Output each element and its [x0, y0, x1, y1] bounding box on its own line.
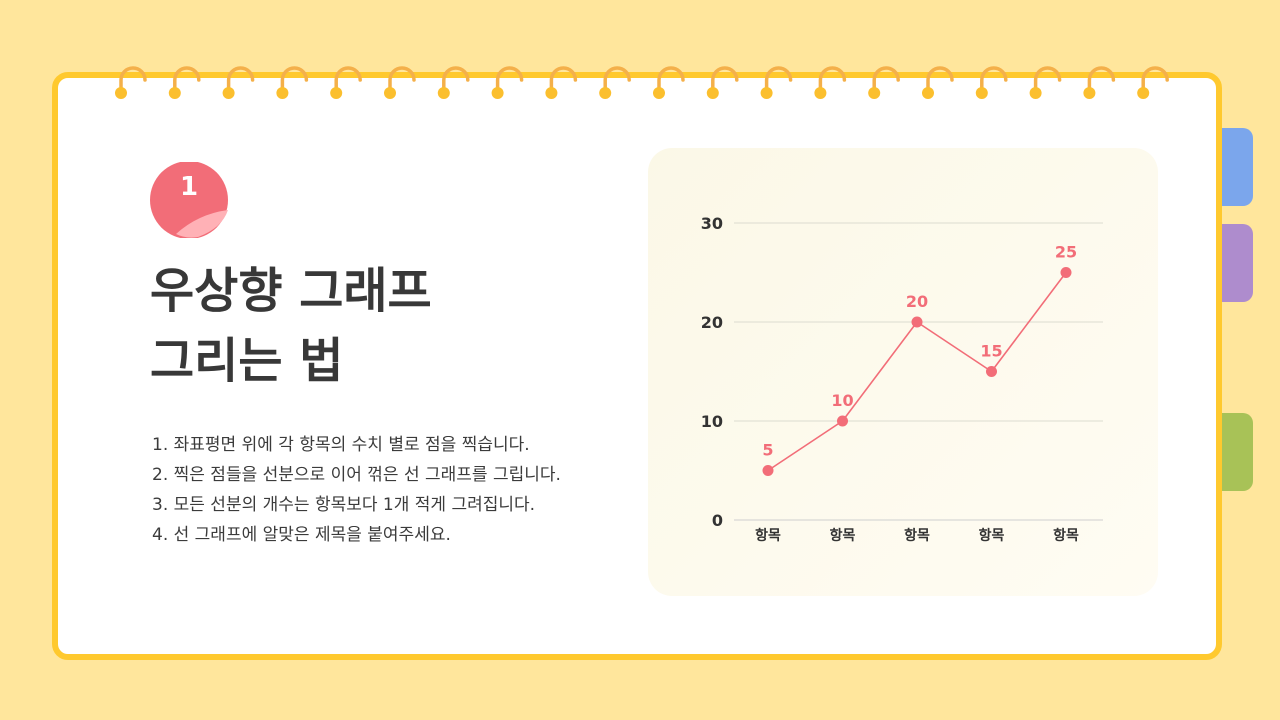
- data-point: [986, 366, 997, 377]
- series-segment: [990, 272, 1067, 372]
- data-label: 20: [906, 292, 928, 311]
- series-segment: [767, 420, 843, 472]
- tab-purple[interactable]: [1222, 224, 1253, 302]
- x-tick-label: 항목: [830, 527, 856, 544]
- line-chart: 0 10 20 30 5 항목 10 항목 20 항목 15 항목 25 항목: [701, 214, 1103, 544]
- page-title: 우상향 그래프 그리는 법: [150, 256, 432, 396]
- badge-sticker-icon: [150, 161, 228, 239]
- data-point: [837, 415, 848, 427]
- x-tick-label: 항목: [979, 527, 1005, 544]
- instruction-step-1: 1. 좌표평면 위에 각 항목의 수치 별로 점을 찍습니다.: [152, 435, 530, 455]
- step-number-badge: 1: [150, 161, 230, 239]
- x-tick-label: 항목: [904, 527, 930, 544]
- series-segment: [916, 321, 992, 373]
- y-tick-label: 10: [701, 412, 723, 431]
- tab-green[interactable]: [1222, 413, 1253, 491]
- title-line-1: 우상향 그래프: [150, 263, 432, 319]
- x-tick-label: 항목: [1053, 527, 1079, 544]
- data-point: [1060, 267, 1072, 278]
- y-tick-label: 30: [701, 214, 723, 233]
- data-label: 5: [762, 441, 773, 460]
- instruction-step-3: 3. 모든 선분의 개수는 항목보다 1개 적게 그려집니다.: [152, 495, 536, 515]
- instruction-step-4: 4. 선 그래프에 알맞은 제목을 붙여주세요.: [152, 525, 451, 545]
- data-point: [762, 465, 774, 476]
- series-segment: [841, 321, 918, 422]
- data-label: 10: [831, 391, 853, 410]
- x-tick-label: 항목: [755, 527, 781, 544]
- badge-number: 1: [179, 172, 199, 202]
- data-label: 25: [1055, 243, 1077, 262]
- data-point: [911, 316, 923, 328]
- y-tick-label: 0: [712, 511, 723, 530]
- instruction-list: 1. 좌표평면 위에 각 항목의 수치 별로 점을 찍습니다. 2. 찍은 점들…: [152, 430, 561, 550]
- title-line-2: 그리는 법: [150, 333, 344, 389]
- instruction-step-2: 2. 찍은 점들을 선분으로 이어 꺾은 선 그래프를 그립니다.: [152, 465, 561, 485]
- y-tick-label: 20: [701, 313, 723, 332]
- tab-blue[interactable]: [1222, 128, 1253, 206]
- data-label: 15: [980, 342, 1002, 361]
